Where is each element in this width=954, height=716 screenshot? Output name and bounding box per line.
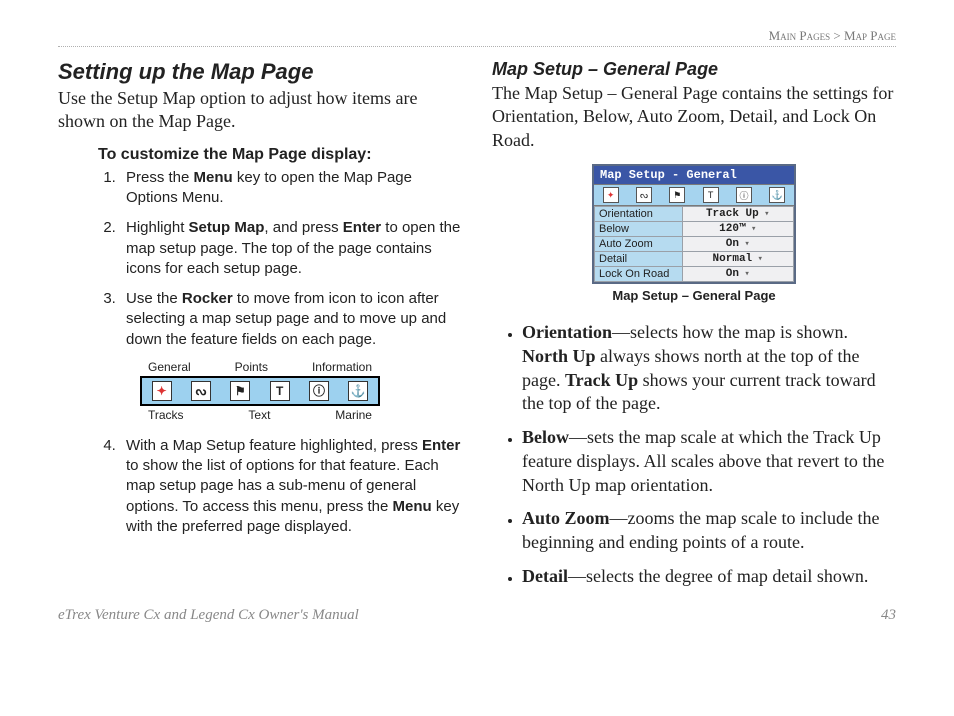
- device-screen: Map Setup - General ✦ ᔓ ⚑ T ⓘ ⚓ Orientat…: [592, 164, 796, 284]
- definition-item: Orientation—selects how the map is shown…: [522, 321, 896, 416]
- setting-value: Track Up: [682, 207, 793, 222]
- information-icon: ⓘ: [736, 187, 752, 203]
- page-footer: eTrex Venture Cx and Legend Cx Owner's M…: [58, 607, 896, 624]
- breadcrumb: Main Pages > Map Page: [58, 28, 896, 47]
- marine-icon: ⚓: [769, 187, 785, 203]
- section-intro: Use the Setup Map option to adjust how i…: [58, 87, 462, 134]
- general-icon: ✦: [152, 381, 172, 401]
- setting-row: Auto Zoom On: [595, 237, 794, 252]
- breadcrumb-section: Main Pages: [769, 28, 831, 43]
- text-icon: T: [703, 187, 719, 203]
- tracks-icon: ᔓ: [191, 381, 211, 401]
- device-titlebar: Map Setup - General: [594, 166, 794, 184]
- subsection-title: Map Setup – General Page: [492, 59, 896, 80]
- step-4: With a Map Setup feature highlighted, pr…: [120, 436, 462, 537]
- setting-row: Orientation Track Up: [595, 207, 794, 222]
- steps-list-cont: With a Map Setup feature highlighted, pr…: [98, 436, 462, 537]
- steps-list: Press the Menu key to open the Map Page …: [98, 168, 462, 350]
- definition-item: Below—sets the map scale at which the Tr…: [522, 426, 896, 497]
- device-settings-table: Orientation Track Up Below 120™ Auto Zoo…: [594, 206, 794, 282]
- setting-label: Orientation: [595, 207, 683, 222]
- iconbar: ✦ ᔓ ⚑ T ⓘ ⚓: [140, 376, 380, 406]
- points-icon: ⚑: [669, 187, 685, 203]
- iconbar-top-labels: General Points Information: [140, 360, 380, 374]
- footer-title: eTrex Venture Cx and Legend Cx Owner's M…: [58, 607, 359, 624]
- marine-icon: ⚓: [348, 381, 368, 401]
- page-number: 43: [881, 607, 896, 624]
- tracks-icon: ᔓ: [636, 187, 652, 203]
- iconbar-bottom-labels: Tracks Text Marine: [140, 408, 380, 422]
- right-column: Map Setup – General Page The Map Setup –…: [492, 59, 896, 599]
- definition-item: Detail—selects the degree of map detail …: [522, 565, 896, 589]
- step-3: Use the Rocker to move from icon to icon…: [120, 289, 462, 350]
- figure-caption: Map Setup – General Page: [492, 288, 896, 303]
- definitions-list: Orientation—selects how the map is shown…: [492, 321, 896, 589]
- breadcrumb-page: Map Page: [844, 28, 896, 43]
- setting-row: Below 120™: [595, 222, 794, 237]
- left-column: Setting up the Map Page Use the Setup Ma…: [58, 59, 462, 599]
- definition-item: Auto Zoom—zooms the map scale to include…: [522, 507, 896, 555]
- device-figure: Map Setup - General ✦ ᔓ ⚑ T ⓘ ⚓ Orientat…: [492, 164, 896, 303]
- subsection-intro: The Map Setup – General Page contains th…: [492, 82, 896, 152]
- section-title: Setting up the Map Page: [58, 59, 462, 85]
- setting-row: Detail Normal: [595, 252, 794, 267]
- device-iconrow: ✦ ᔓ ⚑ T ⓘ ⚓: [594, 184, 794, 206]
- text-icon: T: [270, 381, 290, 401]
- step-2: Highlight Setup Map, and press Enter to …: [120, 218, 462, 279]
- points-icon: ⚑: [230, 381, 250, 401]
- general-icon: ✦: [603, 187, 619, 203]
- iconbar-diagram: General Points Information ✦ ᔓ ⚑ T ⓘ ⚓ T…: [140, 360, 380, 422]
- steps-heading: To customize the Map Page display:: [98, 146, 462, 164]
- setting-row: Lock On Road On: [595, 267, 794, 282]
- step-1: Press the Menu key to open the Map Page …: [120, 168, 462, 209]
- information-icon: ⓘ: [309, 381, 329, 401]
